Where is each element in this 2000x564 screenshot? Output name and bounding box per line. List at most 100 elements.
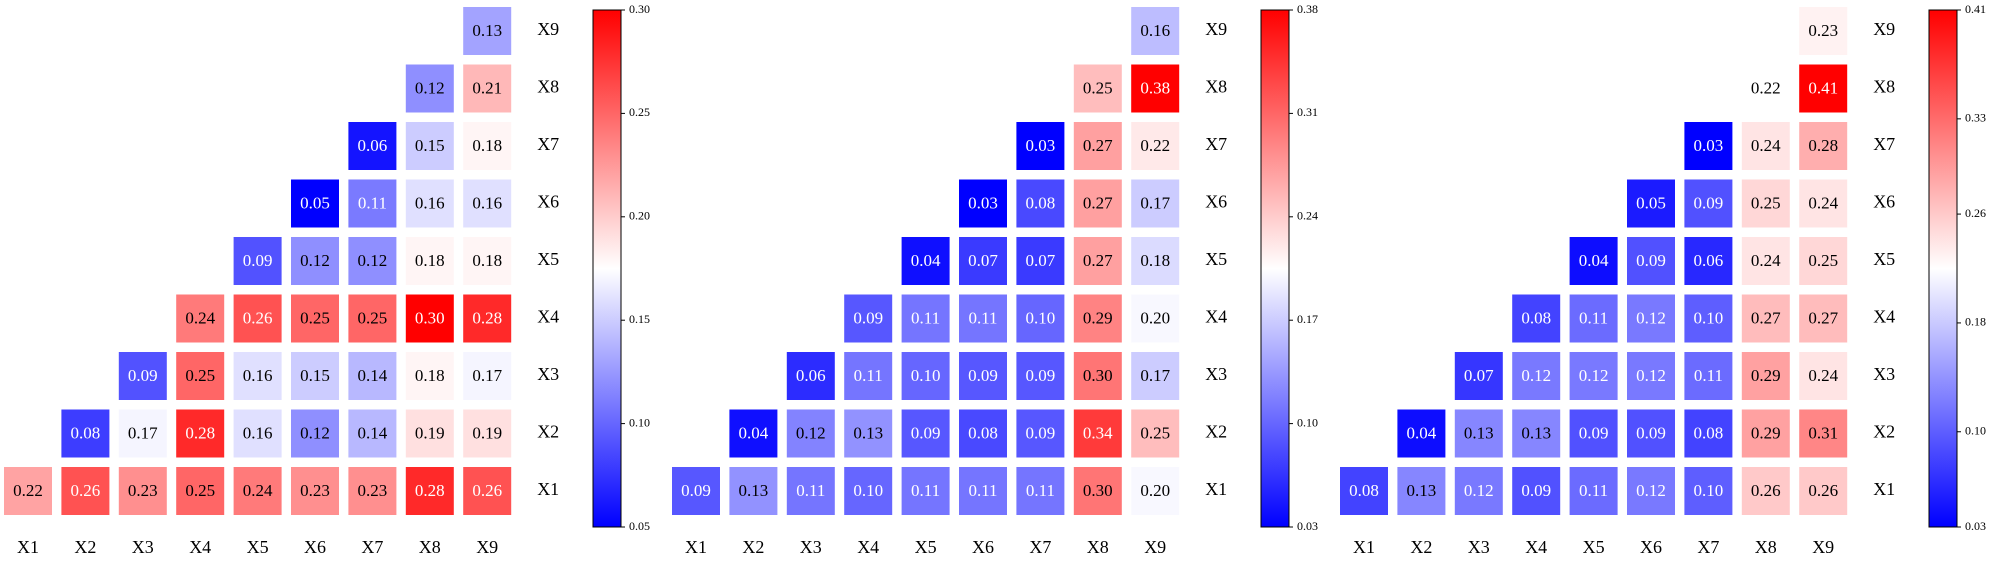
heatmap-cell [1627, 409, 1675, 458]
colorbar-tick-label: 0.10 [1297, 415, 1318, 429]
heatmap-cell [1016, 352, 1065, 400]
heatmap-cell [786, 352, 835, 400]
cell-label: 0.12 [1579, 366, 1609, 385]
heatmap-cell [405, 237, 454, 285]
heatmap-cell [463, 64, 512, 113]
cell-label: 0.04 [739, 423, 769, 442]
cell-label: 0.28 [1808, 136, 1838, 155]
heatmap-cell [291, 294, 339, 343]
cell-label: 0.09 [1026, 366, 1056, 385]
cell-label: 0.09 [853, 308, 883, 327]
y-tick-label: X1 [1205, 479, 1227, 499]
cell-label: 0.09 [128, 366, 158, 385]
y-tick-label: X3 [1873, 364, 1895, 384]
heatmap-cell [1741, 352, 1790, 400]
cell-label: 0.18 [1140, 251, 1170, 270]
cell-label: 0.29 [1083, 308, 1113, 327]
heatmap-cell [1016, 179, 1065, 228]
cell-label: 0.13 [739, 481, 769, 500]
heatmap-cell [233, 467, 282, 515]
cell-label: 0.09 [1026, 423, 1056, 442]
heatmap-cell [1684, 294, 1733, 343]
heatmap-cell [1512, 409, 1561, 458]
x-tick-label: X9 [1812, 537, 1834, 557]
cell-label: 0.18 [472, 136, 502, 155]
cell-label: 0.26 [1751, 481, 1781, 500]
x-tick-label: X2 [74, 537, 96, 557]
colorbar-tick-label: 0.24 [1297, 209, 1318, 223]
heatmap-cell [1684, 352, 1733, 400]
heatmap-cell [1741, 237, 1790, 285]
cell-label: 0.11 [1694, 366, 1723, 385]
cell-label: 0.04 [1407, 423, 1437, 442]
cell-label: 0.11 [1579, 308, 1608, 327]
y-tick-label: X3 [1205, 364, 1227, 384]
cell-label: 0.08 [968, 423, 998, 442]
x-tick-label: X9 [1144, 537, 1166, 557]
cell-label: 0.27 [1083, 136, 1113, 155]
cell-label: 0.03 [968, 193, 998, 212]
cell-label: 0.16 [415, 193, 445, 212]
heatmap-cell [786, 467, 835, 515]
cell-label: 0.09 [968, 366, 998, 385]
heatmap-cell [1512, 352, 1561, 400]
cell-label: 0.26 [1808, 481, 1838, 500]
heatmap-cell [118, 467, 167, 515]
heatmap-cell [901, 294, 950, 343]
cell-label: 0.22 [1140, 136, 1170, 155]
heatmap-cell [1016, 467, 1065, 515]
cell-label: 0.12 [358, 251, 388, 270]
heatmap-cell [1627, 237, 1675, 285]
cell-label: 0.03 [1694, 136, 1724, 155]
heatmap-cell [1741, 467, 1790, 515]
cell-label: 0.30 [415, 308, 445, 327]
cell-label: 0.21 [472, 78, 502, 97]
heatmap-cell [1799, 122, 1848, 170]
cell-label: 0.04 [911, 251, 941, 270]
cell-label: 0.09 [1579, 423, 1609, 442]
heatmap-cell [1131, 7, 1180, 55]
cell-label: 0.19 [472, 423, 502, 442]
y-tick-label: X5 [1205, 249, 1227, 269]
cell-label: 0.11 [968, 308, 997, 327]
cell-label: 0.25 [300, 308, 330, 327]
x-tick-label: X2 [1410, 537, 1432, 557]
cell-label: 0.08 [71, 423, 101, 442]
x-tick-label: X4 [857, 537, 879, 557]
heatmap-cell [1627, 352, 1675, 400]
x-tick-label: X2 [742, 537, 764, 557]
cell-label: 0.28 [185, 423, 215, 442]
y-tick-label: X7 [537, 134, 559, 154]
cell-label: 0.24 [185, 308, 215, 327]
heatmap-cell [1073, 467, 1122, 515]
cell-label: 0.28 [472, 308, 502, 327]
heatmap-cell [348, 352, 397, 400]
x-tick-label: X8 [1755, 537, 1777, 557]
heatmap-cell [1073, 409, 1122, 458]
cell-label: 0.09 [1694, 193, 1724, 212]
cell-label: 0.15 [415, 136, 445, 155]
heatmap-cell [1741, 294, 1790, 343]
heatmap-cell [1569, 294, 1618, 343]
cell-label: 0.10 [1694, 308, 1724, 327]
cell-label: 0.17 [1140, 366, 1170, 385]
heatmap-cell [4, 467, 52, 515]
heatmap-cell [463, 467, 512, 515]
cell-label: 0.24 [1808, 193, 1838, 212]
cell-label: 0.09 [1636, 423, 1666, 442]
cell-label: 0.17 [472, 366, 502, 385]
heatmap-cell [405, 294, 454, 343]
cell-label: 0.24 [1751, 136, 1781, 155]
x-tick-label: X3 [800, 537, 822, 557]
heatmap-cell [1512, 467, 1561, 515]
cell-label: 0.26 [472, 481, 502, 500]
colorbar-tick-label: 0.38 [1297, 2, 1318, 16]
cell-label: 0.27 [1808, 308, 1838, 327]
heatmap-cell [1454, 352, 1503, 400]
heatmap-cell [1131, 294, 1180, 343]
heatmap-cell [1016, 294, 1065, 343]
cell-label: 0.31 [1808, 423, 1838, 442]
cell-label: 0.25 [358, 308, 388, 327]
heatmap-cell [1073, 352, 1122, 400]
cell-label: 0.11 [796, 481, 825, 500]
